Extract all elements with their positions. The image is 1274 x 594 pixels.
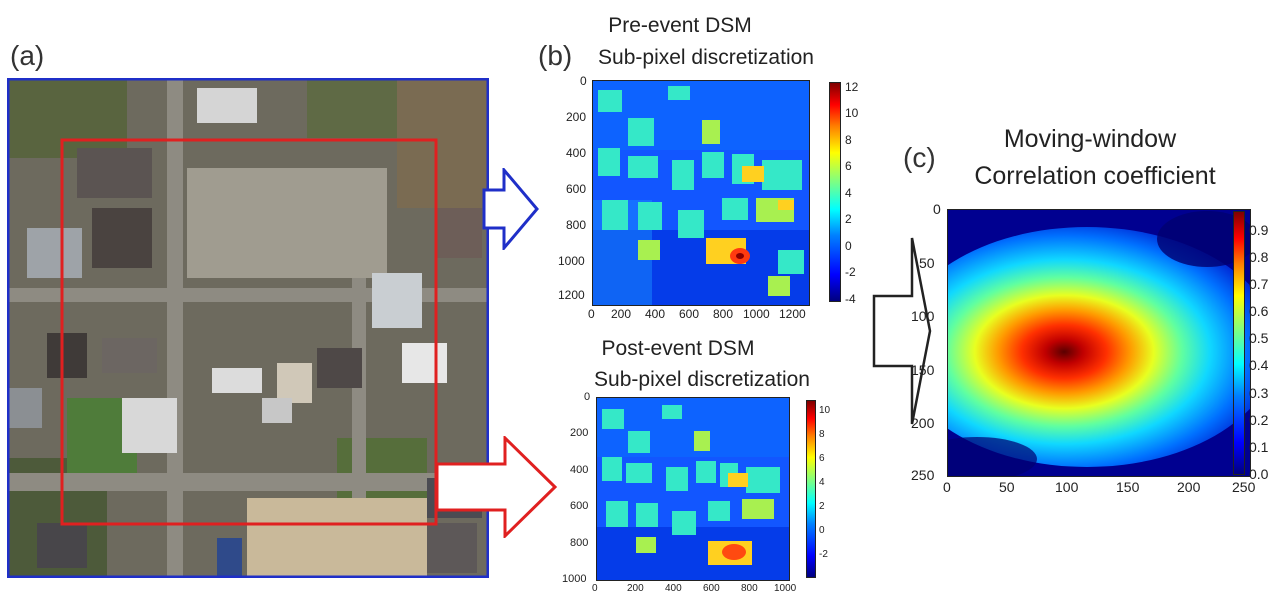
corr-cbar-tick: 0.6 — [1249, 303, 1269, 319]
pre-x-tick: 1000 — [743, 307, 770, 321]
corr-x-tick: 200 — [1177, 479, 1201, 495]
pre-colorbar — [829, 82, 841, 302]
corr-y-tick: 50 — [919, 255, 935, 271]
pre-x-tick: 200 — [611, 307, 632, 321]
corr-cbar-tick: 0.2 — [1249, 412, 1269, 428]
corr-y-tick: 200 — [911, 415, 935, 431]
corr-x-tick: 100 — [1055, 479, 1079, 495]
post-x-tick: 600 — [703, 583, 720, 594]
pre-cbar-tick: -4 — [845, 292, 856, 306]
red-arrow-icon — [435, 436, 558, 538]
corr-colorbar — [1233, 211, 1245, 475]
post-event-dsm-heatmap — [596, 397, 790, 581]
pre-y-tick: 0 — [580, 74, 587, 88]
post-cbar-tick: 6 — [819, 453, 825, 464]
post-cbar-tick: 0 — [819, 525, 825, 536]
post-cbar-tick: 8 — [819, 429, 825, 440]
post-cbar-tick: 10 — [819, 405, 831, 416]
pre-x-tick: 400 — [645, 307, 666, 321]
corr-cbar-tick: 0.3 — [1249, 385, 1269, 401]
pre-cbar-tick: -2 — [845, 265, 856, 279]
pre-y-tick: 1000 — [558, 254, 585, 268]
corr-cbar-tick: 0.9 — [1249, 222, 1269, 238]
pre-cbar-tick: 8 — [845, 133, 852, 147]
corr-cbar-tick: 0.8 — [1249, 249, 1269, 265]
corr-x-tick: 150 — [1116, 479, 1140, 495]
post-colorbar — [806, 400, 816, 578]
post-x-tick: 1000 — [774, 583, 797, 594]
pre-y-tick: 400 — [566, 146, 587, 160]
correlation-heatmap — [947, 209, 1251, 477]
pre-x-tick: 800 — [713, 307, 734, 321]
post-event-title: Post-event DSM — [601, 337, 755, 360]
post-y-tick: 0 — [584, 391, 591, 403]
corr-cbar-tick: 0.5 — [1249, 330, 1269, 346]
pre-cbar-tick: 6 — [845, 159, 852, 173]
post-cbar-tick: 2 — [819, 501, 825, 512]
corr-x-tick: 0 — [943, 479, 951, 495]
post-x-tick: 0 — [592, 583, 598, 594]
pre-x-tick: 600 — [679, 307, 700, 321]
corr-y-tick: 250 — [911, 467, 935, 483]
panel-c-label: (c) — [903, 142, 936, 173]
post-x-tick: 200 — [627, 583, 644, 594]
post-y-tick: 200 — [570, 427, 589, 439]
post-y-tick: 800 — [570, 537, 589, 549]
corr-cbar-tick: 0.4 — [1249, 357, 1269, 373]
panel-c-title-2: Correlation coefficient — [974, 162, 1216, 190]
blue-arrow-icon — [482, 168, 539, 250]
post-y-tick: 600 — [570, 500, 589, 512]
pre-y-tick: 1200 — [558, 288, 585, 302]
corr-cbar-tick: 0.0 — [1249, 466, 1269, 482]
pre-x-tick: 1200 — [779, 307, 806, 321]
post-y-tick: 400 — [570, 464, 589, 476]
pre-cbar-tick: 4 — [845, 186, 852, 200]
pre-event-dsm-heatmap — [592, 80, 810, 306]
corr-x-tick: 50 — [999, 479, 1015, 495]
pre-cbar-tick: 12 — [845, 80, 859, 94]
aerial-image — [7, 78, 489, 578]
pre-y-tick: 800 — [566, 218, 587, 232]
corr-y-tick: 150 — [911, 362, 935, 378]
panel-a-label: (a) — [10, 40, 45, 71]
post-cbar-tick: -2 — [819, 549, 828, 560]
pre-event-title: Pre-event DSM — [608, 14, 752, 37]
pre-cbar-tick: 2 — [845, 212, 852, 226]
pre-x-tick: 0 — [588, 307, 595, 321]
black-arrow-icon — [872, 237, 932, 425]
post-y-tick: 1000 — [562, 573, 587, 585]
pre-cbar-tick: 0 — [845, 239, 852, 253]
post-event-subtitle: Sub-pixel discretization — [594, 368, 810, 391]
corr-y-tick: 0 — [933, 201, 941, 217]
post-x-tick: 400 — [665, 583, 682, 594]
corr-x-tick: 250 — [1232, 479, 1256, 495]
corr-y-tick: 100 — [911, 308, 935, 324]
panel-c-title-1: Moving-window — [1003, 125, 1177, 153]
corr-cbar-tick: 0.1 — [1249, 439, 1269, 455]
corr-cbar-tick: 0.7 — [1249, 276, 1269, 292]
pre-y-tick: 600 — [566, 182, 587, 196]
post-x-tick: 800 — [741, 583, 758, 594]
pre-y-tick: 200 — [566, 110, 587, 124]
pre-event-subtitle: Sub-pixel discretization — [598, 46, 814, 69]
post-cbar-tick: 4 — [819, 477, 825, 488]
panel-b-label: (b) — [538, 40, 573, 71]
pre-cbar-tick: 10 — [845, 106, 859, 120]
